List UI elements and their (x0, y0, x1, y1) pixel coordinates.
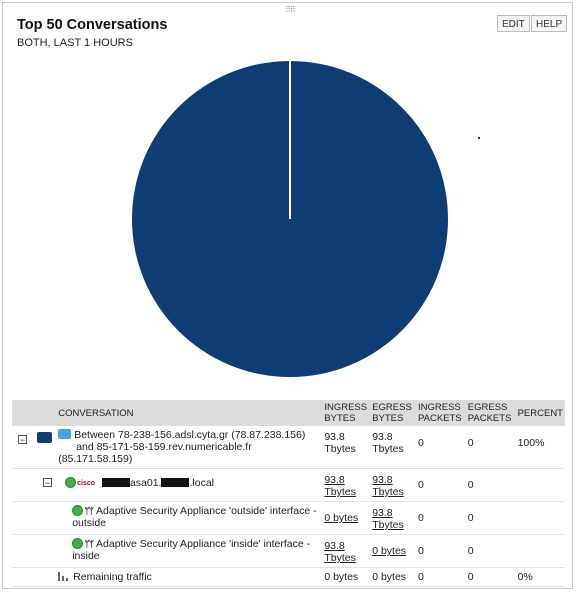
ingress-bytes-link[interactable]: 93.8 Tbytes (322, 534, 371, 568)
redacted-block (161, 478, 190, 487)
header-egress-packets[interactable]: EGRESS PACKETS (467, 402, 512, 424)
ingress-packets-value: 0 (415, 534, 466, 568)
egress-packets-value: 0 (465, 534, 516, 568)
ingress-bytes-link[interactable]: 0 bytes (322, 501, 371, 535)
drag-handle-icon[interactable]: ⠿⠿ (285, 5, 296, 14)
edit-button[interactable]: EDIT (497, 15, 530, 32)
table-row: ᛘᛘ Adaptive Security Appliance 'outside' … (12, 501, 565, 535)
percent-value: 100% (515, 426, 565, 469)
interface-icon: ᛘᛘ (84, 506, 94, 516)
table-header-row: CONVERSATION INGRESS BYTES EGRESS BYTES … (12, 400, 565, 426)
interface-cell: ᛘᛘ Adaptive Security Appliance 'inside' i… (56, 534, 323, 568)
header-ingress-bytes[interactable]: INGRESS BYTES (324, 402, 368, 424)
interface-icon: ᛘᛘ (84, 539, 94, 549)
interface-name[interactable]: Adaptive Security Appliance 'inside' int… (72, 538, 311, 562)
ingress-bytes-value: 93.8 Tbytes (322, 426, 371, 469)
header-egress-bytes[interactable]: EGRESS BYTES (372, 402, 412, 424)
status-up-icon (72, 538, 84, 549)
conversation-bubble-icon (58, 429, 72, 439)
egress-packets-value: 0 (465, 501, 516, 535)
egress-bytes-link[interactable]: 93.8 Tbytes (370, 468, 416, 502)
remaining-traffic-label: Remaining traffic (73, 571, 152, 583)
status-up-icon (72, 505, 84, 516)
header-ingress-packets[interactable]: INGRESS PACKETS (417, 402, 462, 424)
device-cell: − cisco asa01. .local (43, 468, 323, 502)
redacted-block (101, 478, 130, 487)
panel-subtitle: BOTH, LAST 1 HOURS (17, 37, 133, 49)
interface-cell: ᛘᛘ Adaptive Security Appliance 'outside' … (56, 501, 323, 535)
bar-chart-icon (58, 572, 70, 581)
chart-label-dot (478, 137, 480, 139)
conversations-table: CONVERSATION INGRESS BYTES EGRESS BYTES … (12, 400, 565, 587)
table-row: Remaining traffic 0 bytes 0 bytes 0 0 0% (12, 567, 565, 587)
interface-name[interactable]: Adaptive Security Appliance 'outside' in… (72, 505, 317, 529)
egress-packets-value: 0 (465, 567, 516, 587)
help-button[interactable]: HELP (531, 15, 568, 32)
cisco-logo-icon: cisco (77, 480, 96, 487)
collapse-toggle-icon[interactable]: − (18, 435, 27, 445)
conversation-name-line2[interactable]: and 85-171-58-159.rev.numericable.fr (76, 441, 252, 453)
ingress-bytes-value: 0 bytes (322, 567, 371, 587)
header-percent[interactable]: PERCENT (517, 407, 563, 419)
panel-title: Top 50 Conversations (17, 17, 168, 33)
table-row: − Between 78-238-156.adsl.cyta.gr (78.87… (12, 426, 565, 469)
pie-chart[interactable] (129, 58, 451, 380)
ingress-packets-value: 0 (415, 468, 466, 502)
egress-bytes-link[interactable]: 93.8 Tbytes (370, 501, 416, 535)
egress-bytes-value: 0 bytes (370, 567, 416, 587)
status-up-icon (65, 477, 77, 488)
egress-bytes-value: 93.8 Tbytes (370, 426, 416, 469)
device-name-mid[interactable]: asa01. (129, 477, 162, 489)
egress-packets-value: 0 (465, 426, 516, 469)
percent-value: 0% (515, 567, 565, 587)
conversation-name-line1[interactable]: Between 78-238-156.adsl.cyta.gr (78.87.2… (74, 429, 306, 441)
series-color-swatch (36, 432, 52, 443)
egress-bytes-link[interactable]: 0 bytes (370, 534, 416, 568)
ingress-packets-value: 0 (415, 501, 466, 535)
ingress-bytes-link[interactable]: 93.8 Tbytes (322, 468, 371, 502)
header-conversation[interactable]: CONVERSATION (58, 407, 134, 419)
conversation-name-line3[interactable]: (85.171.58.159) (58, 453, 133, 465)
conversation-cell: Between 78-238-156.adsl.cyta.gr (78.87.2… (56, 426, 323, 469)
device-name-end[interactable]: .local (189, 477, 214, 489)
table-row: − cisco asa01. .local 93.8 Tbytes 93.8 Tb… (12, 468, 565, 502)
collapse-toggle-icon[interactable]: − (43, 478, 53, 488)
ingress-packets-value: 0 (415, 426, 466, 469)
remaining-cell: Remaining traffic (56, 567, 323, 587)
egress-packets-value: 0 (465, 468, 516, 502)
table-row: ᛘᛘ Adaptive Security Appliance 'inside' i… (12, 534, 565, 568)
ingress-packets-value: 0 (415, 567, 466, 587)
